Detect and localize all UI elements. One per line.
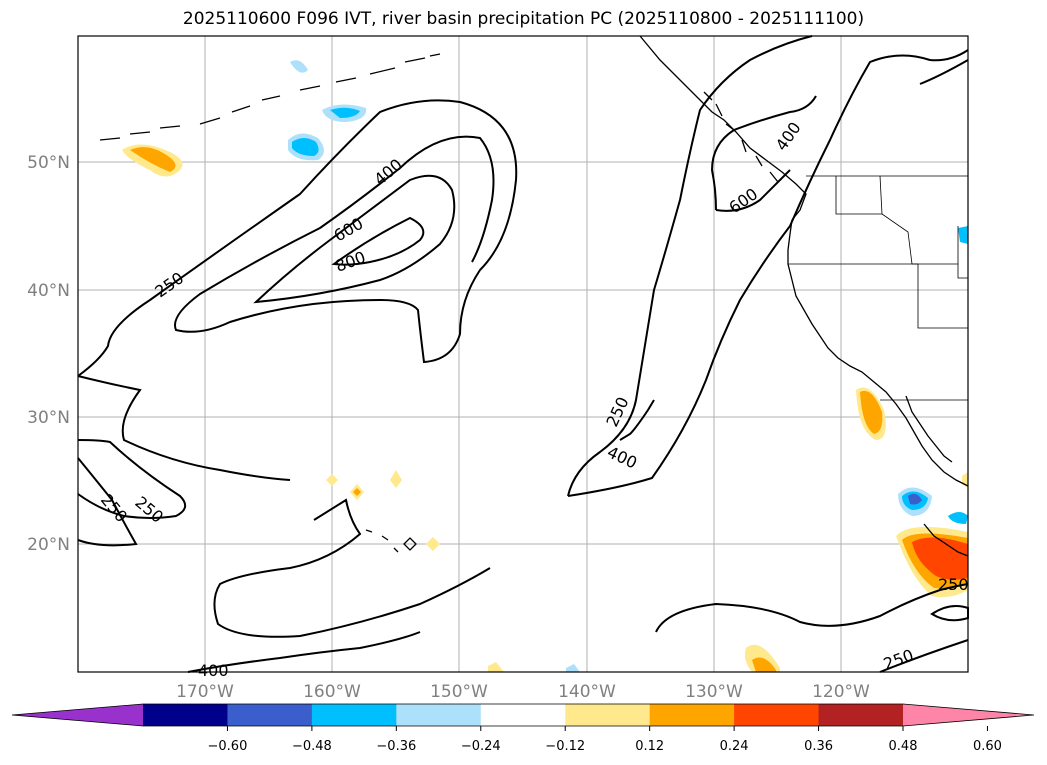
colorbar-tick-label: −0.24 xyxy=(461,739,501,754)
contour-label: 250 xyxy=(602,394,632,430)
colorbar-tick-label: 0.48 xyxy=(889,739,918,754)
colorbar-tick-label: −0.60 xyxy=(208,739,248,754)
contour-label: 250 xyxy=(881,645,916,673)
colorbar-tick-label: −0.48 xyxy=(292,739,332,754)
precip-fills xyxy=(122,60,968,672)
coastlines xyxy=(99,35,969,557)
colorbar-tick-label: 0.24 xyxy=(720,739,749,754)
lon-label: 160°W xyxy=(303,682,361,702)
lon-labels: 170°W 160°W 150°W 140°W 130°W 120°W xyxy=(176,682,870,702)
colorbar-segment xyxy=(143,704,228,726)
colorbar-segment xyxy=(565,704,651,726)
contour-label: 400 xyxy=(604,442,640,472)
lon-label: 170°W xyxy=(176,682,234,702)
lat-labels: 50°N 40°N 30°N 20°N xyxy=(27,153,70,555)
colorbar-tick-label: 0.12 xyxy=(635,739,664,754)
colorbar-extend-max xyxy=(903,704,1034,726)
colorbar-segment xyxy=(649,704,735,726)
contour-label: 250 xyxy=(97,490,131,526)
colorbar-tick-label: 0.60 xyxy=(973,739,1002,754)
map-frame xyxy=(77,35,969,673)
colorbar-tick-label: 0.36 xyxy=(804,739,833,754)
map-title: 2025110600 F096 IVT, river basin precipi… xyxy=(182,9,865,29)
lon-label: 150°W xyxy=(430,682,488,702)
borders xyxy=(788,175,968,401)
colorbar-tick-label: −0.12 xyxy=(545,739,585,754)
colorbar-segment xyxy=(396,704,482,726)
contour-label: 600 xyxy=(331,214,367,246)
contour-label: 400 xyxy=(198,661,229,680)
colorbar-segment xyxy=(480,704,566,726)
colorbar-tick-label: −0.36 xyxy=(376,739,416,754)
colorbar-segment xyxy=(818,704,904,726)
lon-label: 140°W xyxy=(558,682,616,702)
colorbar-outline xyxy=(11,703,1035,727)
contour-label: 400 xyxy=(772,118,805,154)
colorbar: −0.60 −0.48 −0.36 −0.24 −0.12 0.12 0.24 0.36 0.4… xyxy=(11,703,1035,754)
contour-label: 250 xyxy=(131,493,167,527)
lon-label: 120°W xyxy=(812,682,870,702)
colorbar-extend-min xyxy=(12,704,143,726)
contour-labels: 400 600 800 250 400 600 250 400 250 250 … xyxy=(97,118,969,680)
lat-label: 40°N xyxy=(27,281,70,301)
contour-label: 250 xyxy=(938,575,969,594)
colorbar-segment xyxy=(311,704,397,726)
colorbar-segment xyxy=(227,704,313,726)
contour-label: 600 xyxy=(725,184,761,217)
ivt-contours xyxy=(77,35,969,673)
lat-label: 30°N xyxy=(27,408,70,428)
contour-label: 800 xyxy=(333,247,368,275)
contour-label: 400 xyxy=(370,155,406,189)
colorbar-segment xyxy=(734,704,820,726)
lat-label: 20°N xyxy=(27,535,70,555)
gridlines xyxy=(78,36,968,672)
lon-label: 130°W xyxy=(685,682,743,702)
lat-label: 50°N xyxy=(27,153,70,173)
